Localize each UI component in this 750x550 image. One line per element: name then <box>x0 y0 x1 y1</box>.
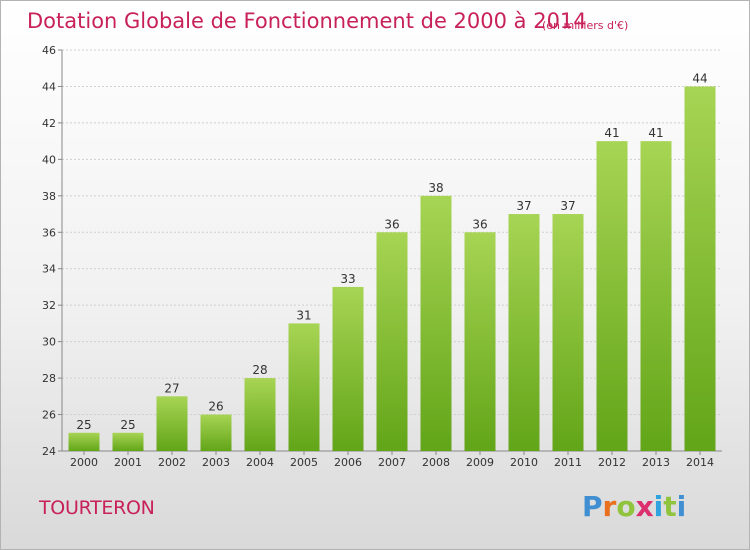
logo-letter: i <box>653 490 664 523</box>
y-tick-label: 34 <box>42 263 56 276</box>
x-tick-label: 2005 <box>290 456 318 469</box>
bar <box>464 232 496 451</box>
x-tick-label: 2006 <box>334 456 362 469</box>
bar <box>508 214 540 451</box>
y-tick-label: 26 <box>42 409 56 422</box>
y-tick-label: 44 <box>42 80 56 93</box>
bar-value-label: 27 <box>164 381 179 395</box>
bar-value-label: 25 <box>76 418 91 432</box>
bar-value-label: 37 <box>516 199 531 213</box>
bar-value-label: 33 <box>340 272 355 286</box>
commune-name: TOURTERON <box>39 497 155 519</box>
bar-value-label: 41 <box>604 126 619 140</box>
bar <box>156 396 188 451</box>
bar <box>288 323 320 451</box>
bar <box>376 232 408 451</box>
logo-letter: i <box>676 490 687 523</box>
bar <box>112 432 144 451</box>
chart-title: Dotation Globale de Fonctionnement de 20… <box>27 9 587 33</box>
x-tick-label: 2004 <box>246 456 274 469</box>
x-tick-label: 2010 <box>510 456 538 469</box>
x-tick-label: 2003 <box>202 456 230 469</box>
bar <box>332 286 364 451</box>
y-tick-label: 42 <box>42 117 56 130</box>
y-tick-label: 40 <box>42 153 56 166</box>
bar <box>684 86 716 452</box>
bar <box>68 432 100 451</box>
x-tick-label: 2007 <box>378 456 406 469</box>
x-tick-label: 2002 <box>158 456 186 469</box>
bar <box>200 414 232 451</box>
bar <box>640 141 672 452</box>
x-tick-label: 2001 <box>114 456 142 469</box>
y-tick-label: 32 <box>42 299 56 312</box>
x-tick-label: 2013 <box>642 456 670 469</box>
y-tick-label: 24 <box>42 445 56 458</box>
bar-value-label: 25 <box>120 418 135 432</box>
bar-value-label: 41 <box>648 126 663 140</box>
y-tick-label: 46 <box>42 44 56 57</box>
bar <box>596 141 628 452</box>
proxiti-logo: Proxiti <box>582 490 686 523</box>
chart-subtitle: (en milliers d'€) <box>542 19 629 32</box>
y-tick-label: 38 <box>42 190 56 203</box>
bar-value-label: 36 <box>384 217 399 231</box>
y-tick-label: 30 <box>42 336 56 349</box>
bar-value-label: 38 <box>428 181 443 195</box>
bar-value-label: 31 <box>296 308 311 322</box>
bar <box>244 378 276 451</box>
x-tick-label: 2009 <box>466 456 494 469</box>
y-tick-label: 36 <box>42 226 56 239</box>
bar-value-label: 44 <box>692 71 707 85</box>
logo-letter: t <box>663 490 677 523</box>
logo-letter: r <box>602 490 617 523</box>
bar-value-label: 26 <box>208 400 223 414</box>
logo-letter: x <box>635 490 654 523</box>
x-tick-label: 2014 <box>686 456 714 469</box>
bar-value-label: 28 <box>252 363 267 377</box>
bar-value-label: 36 <box>472 217 487 231</box>
logo-letter: P <box>582 490 603 523</box>
bar <box>420 195 452 451</box>
bar-value-label: 37 <box>560 199 575 213</box>
y-tick-label: 28 <box>42 372 56 385</box>
x-tick-label: 2000 <box>70 456 98 469</box>
x-tick-label: 2008 <box>422 456 450 469</box>
bar <box>552 214 584 451</box>
x-tick-label: 2012 <box>598 456 626 469</box>
x-tick-label: 2011 <box>554 456 582 469</box>
logo-letter: o <box>616 490 636 523</box>
